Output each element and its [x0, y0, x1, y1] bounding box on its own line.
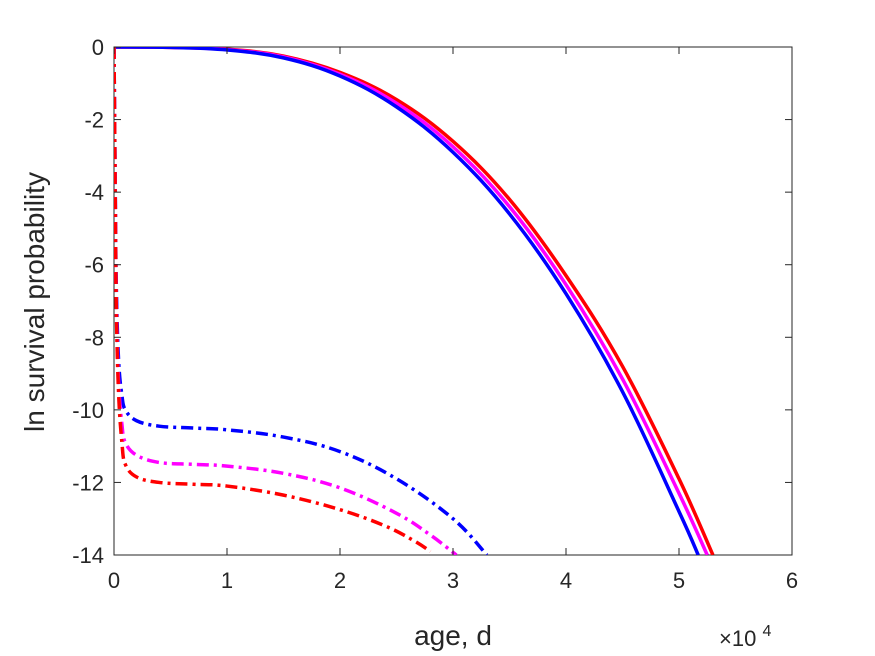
axes-layer [113, 46, 793, 556]
x-tick-label: 5 [673, 568, 685, 593]
x-axis-label: age, d [414, 620, 492, 651]
x-tick-label: 0 [108, 568, 120, 593]
plot-frame [113, 46, 793, 556]
dashdot-series-line-4 [114, 47, 458, 555]
y-tick-label: -8 [84, 325, 104, 350]
y-tick-label: 0 [92, 35, 104, 60]
y-tick-label: -10 [72, 398, 104, 423]
x-tick-label: 2 [334, 568, 346, 593]
x-axis-exponent-label: ×10 4 [719, 623, 771, 651]
x-tick-label: 4 [560, 568, 572, 593]
ticks-layer: 0 1 2 3 4 5 6 0 -2 -4 -6 -8 -10 -12 -14 [72, 35, 798, 593]
y-tick-label: -12 [72, 470, 104, 495]
x-tick-label: 1 [221, 568, 233, 593]
x-tick-label: 6 [786, 568, 798, 593]
x-axis-exponent-power: 4 [762, 623, 771, 640]
y-tick-label: -6 [84, 253, 104, 278]
dashdot-series-line-5 [114, 47, 432, 553]
y-tick-label: -4 [84, 180, 104, 205]
y-tick-label: -14 [72, 543, 104, 568]
y-axis-label: ln survival probability [19, 172, 50, 432]
x-tick-label: 3 [447, 568, 459, 593]
y-tick-label: -2 [84, 108, 104, 133]
x-axis-exponent-base: ×10 [719, 626, 756, 651]
